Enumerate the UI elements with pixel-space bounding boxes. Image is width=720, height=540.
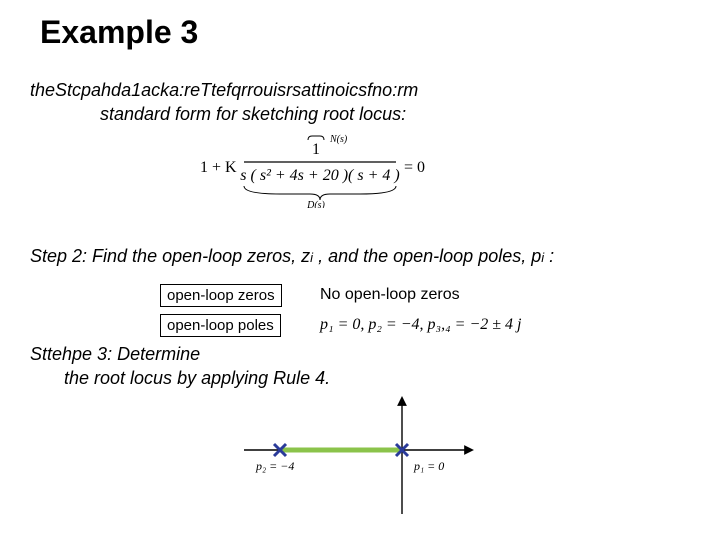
brace-numerator — [308, 136, 324, 140]
step2-text: Step 2: Find the open-loop zeros, zi , a… — [30, 246, 554, 267]
label-D-of-s: D(s) — [306, 200, 325, 208]
step3-line1: Sttehpe 3: Determine — [30, 344, 200, 365]
label-p2: p₂ = −4 — [255, 459, 294, 473]
poles-values: p₁ = 0, p₂ = −4, p₃,₄ = −2 ± 4 j — [320, 316, 521, 334]
root-locus-real-axis-plot: p₁ = 0 p₂ = −4 — [240, 392, 480, 522]
eq-lhs: 1 + K — [200, 159, 237, 176]
step3-line2: the root locus by applying Rule 4. — [64, 368, 330, 389]
step1-garbled-text: theStcpahda1acka:reTtefqrrouisrsattinoic… — [30, 80, 418, 101]
open-loop-poles-box: open-loop poles — [160, 314, 281, 337]
equation-standard-form: 1 + K 1 s ( s² + 4s + 20 )( s + 4 ) = 0 … — [200, 134, 520, 208]
label-p1: p₁ = 0 — [413, 459, 444, 473]
no-open-loop-zeros-text: No open-loop zeros — [320, 286, 460, 304]
page-title: Example 3 — [40, 14, 198, 51]
brace-denominator — [244, 186, 396, 200]
step2-part-b: , and the open-loop poles, p — [313, 246, 541, 266]
label-N-of-s: N(s) — [329, 134, 348, 145]
step2-part-c: : — [544, 246, 554, 266]
eq-rhs: = 0 — [404, 159, 425, 176]
step2-part-a: Step 2: Find the open-loop zeros, z — [30, 246, 310, 266]
step1-continuation: standard form for sketching root locus: — [100, 104, 406, 125]
eq-numerator: 1 — [312, 141, 320, 158]
eq-denominator: s ( s² + 4s + 20 )( s + 4 ) — [240, 167, 399, 184]
open-loop-zeros-box: open-loop zeros — [160, 284, 282, 307]
